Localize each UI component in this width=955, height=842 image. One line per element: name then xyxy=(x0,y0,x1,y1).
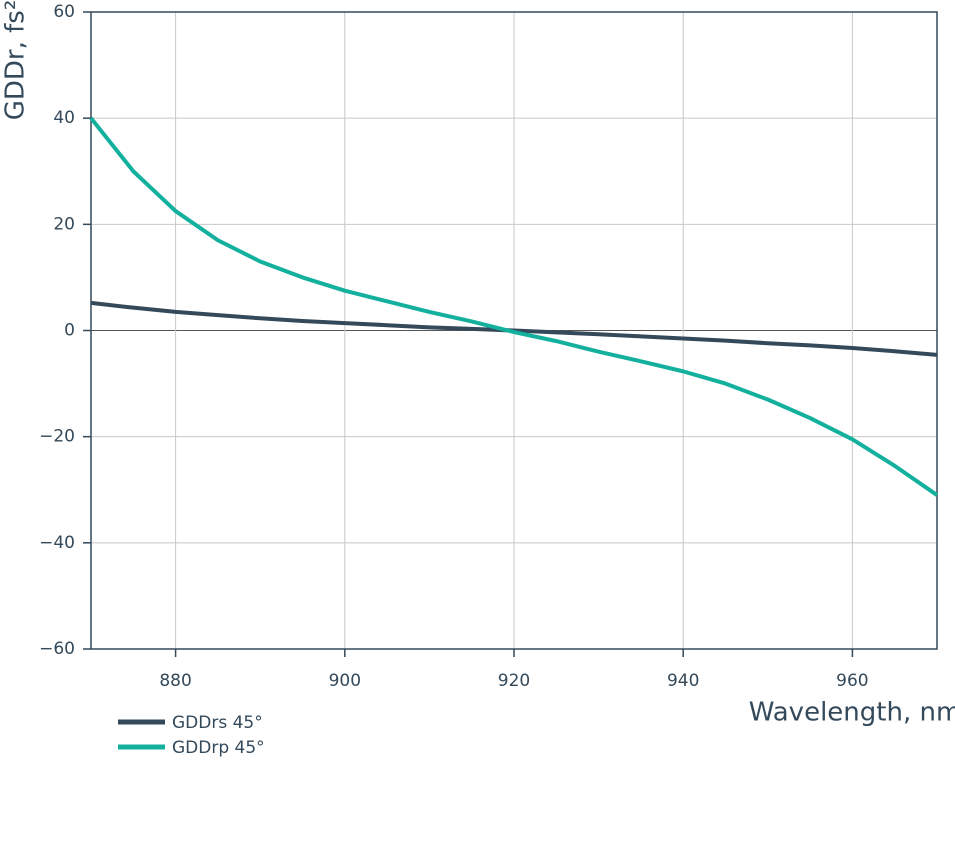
legend-label: GDDrs 45° xyxy=(172,713,263,733)
x-tick-label: 940 xyxy=(667,671,699,691)
legend-label: GDDrp 45° xyxy=(172,738,265,758)
x-axis-label: Wavelength, nm xyxy=(749,698,955,728)
x-tick-label: 920 xyxy=(498,671,530,691)
x-tick-label: 960 xyxy=(836,671,868,691)
series-line xyxy=(89,116,939,497)
plot-frame xyxy=(90,11,938,650)
y-axis-label: GDDr, fs² xyxy=(1,0,31,120)
y-tick-label: 0 xyxy=(64,321,75,341)
y-tick-label: 20 xyxy=(53,214,75,234)
y-tick-label: −20 xyxy=(39,427,75,447)
x-tick-label: 900 xyxy=(329,671,361,691)
y-tick-label: −60 xyxy=(39,639,75,659)
y-tick-label: −40 xyxy=(39,533,75,553)
y-tick-label: 60 xyxy=(53,2,75,22)
y-tick-label: 40 xyxy=(53,108,75,128)
x-tick-label: 880 xyxy=(159,671,191,691)
